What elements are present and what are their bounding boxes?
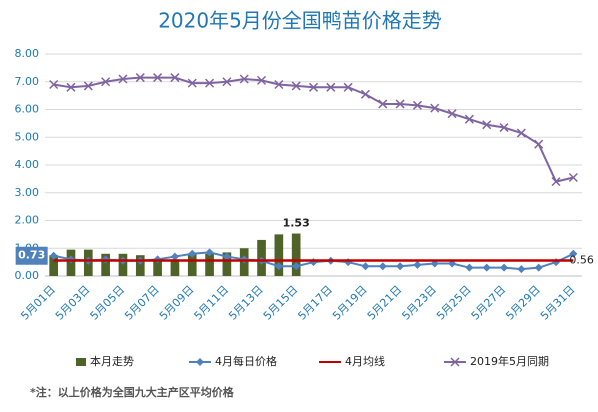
bar [118,253,128,276]
marker [274,262,283,271]
bar [101,253,110,276]
marker [568,172,578,183]
bar [49,255,58,276]
marker [205,248,214,257]
marker [412,100,422,110]
legend-marker [196,358,204,366]
x-tick-label: 5月01日 [18,283,58,323]
x-tick-label: 5月31日 [538,283,578,323]
marker [551,177,561,187]
marker [101,77,111,87]
data-label: 0.56 [569,253,594,266]
marker [516,128,526,138]
marker [83,81,93,91]
y-tick-label: 7.00 [15,75,40,88]
data-label-box [15,246,48,265]
line [53,76,574,183]
marker [222,252,231,261]
x-tick-label: 5月23日 [399,283,439,323]
y-tick-label: 8.00 [15,47,40,60]
footnote: *注：以上价格为全国九大主产区平均价格 [30,385,235,399]
marker [465,263,474,272]
bar [291,233,301,276]
marker [66,82,76,92]
marker [378,262,387,271]
marker [49,251,58,260]
marker [482,120,492,130]
legend-label: 4月均线 [345,354,385,368]
data-label: 0.73 [18,249,45,262]
bar [153,259,162,276]
x-tick-label: 5月21日 [365,283,405,323]
x-tick-label: 5月13日 [226,283,266,323]
bar [274,234,284,276]
bar [187,253,197,276]
legend-swatch [76,358,86,366]
marker [326,82,336,92]
marker [378,99,388,109]
x-tick-label: 5月09日 [157,283,197,323]
bar [135,255,145,276]
legend-label: 2019年5月同期 [470,354,549,368]
x-tick-label: 5月19日 [330,283,370,323]
data-label: 1.53 [283,217,310,230]
bar [170,259,180,276]
legend-label: 4月每日价格 [215,354,277,368]
marker [239,74,249,84]
x-tick-label: 5月07日 [122,283,162,323]
marker [534,263,543,272]
x-tick-label: 5月03日 [53,283,93,323]
x-tick-label: 5月27日 [469,283,509,323]
marker [49,79,59,90]
x-tick-label: 5月29日 [503,283,543,323]
marker [118,74,128,84]
x-tick-label: 5月25日 [434,283,474,323]
marker [447,109,457,119]
marker [153,73,163,83]
marker [135,73,145,83]
y-tick-label: 5.00 [15,130,40,143]
marker [222,77,232,87]
y-tick-label: 6.00 [15,103,40,116]
bar [205,253,214,276]
marker [499,123,509,133]
marker [205,78,215,88]
marker [395,99,405,109]
marker [187,78,197,88]
marker [464,114,474,124]
marker [343,82,353,92]
marker [170,73,180,83]
marker [308,82,319,92]
marker [274,79,284,90]
marker [396,262,405,271]
chart-title: 2020年5月份全国鸭苗价格走势 [158,9,442,33]
marker [500,263,509,272]
bar [222,252,232,276]
marker [413,260,422,269]
marker [430,103,440,113]
y-tick-label: 0.00 [15,269,40,282]
marker [534,139,544,149]
marker [170,252,179,261]
marker [360,89,370,99]
y-tick-label: 4.00 [15,158,40,171]
marker [517,265,526,274]
x-tick-label: 5月17日 [295,283,335,323]
marker [257,75,267,85]
x-tick-label: 5月05日 [88,283,128,323]
y-tick-label: 2.00 [15,214,40,227]
x-tick-label: 5月11日 [192,283,232,323]
marker [361,262,370,271]
marker [482,263,491,272]
marker [569,249,578,258]
marker [291,81,301,91]
legend-marker [450,357,460,367]
y-tick-label: 3.00 [15,186,40,199]
marker [188,249,197,258]
marker [292,262,301,271]
x-tick-label: 5月15日 [261,283,301,323]
legend-label: 本月走势 [90,354,134,368]
